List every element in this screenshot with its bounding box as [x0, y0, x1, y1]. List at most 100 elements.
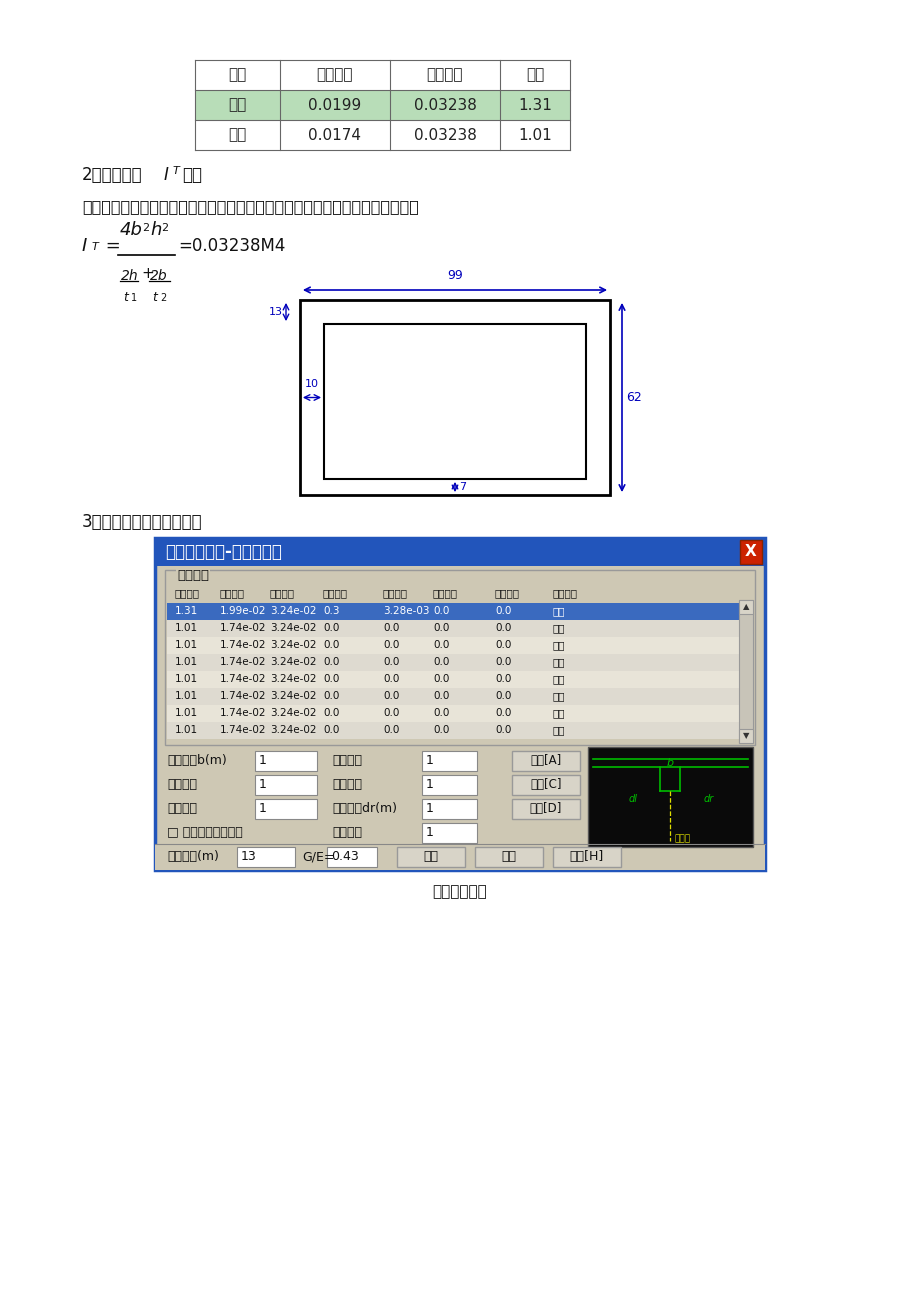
Text: 0.0: 0.0 [382, 691, 399, 702]
Text: 1.01: 1.01 [175, 658, 198, 668]
Text: 较接: 较接 [552, 708, 565, 719]
Bar [422, 751, 476, 771]
Text: 较接: 较接 [552, 658, 565, 668]
Bar [154, 538, 765, 566]
Text: 1.01: 1.01 [175, 691, 198, 702]
Text: 1: 1 [425, 779, 434, 792]
Text: 0.43: 0.43 [331, 850, 358, 863]
Text: 2b: 2b [150, 270, 167, 283]
Text: 0.0: 0.0 [433, 624, 448, 634]
Bar [300, 299, 609, 495]
Text: 0.0199: 0.0199 [308, 98, 361, 112]
Bar [422, 775, 476, 796]
Text: 抗扈惯矩: 抗扈惯矩 [426, 68, 463, 82]
Text: 0.0: 0.0 [494, 658, 511, 668]
Text: 3.24e-02: 3.24e-02 [269, 624, 316, 634]
Text: 1: 1 [425, 827, 434, 840]
Bar [255, 799, 317, 819]
Text: 计算: 计算 [182, 165, 202, 184]
Text: 较接: 较接 [552, 691, 565, 702]
Text: X: X [744, 544, 756, 560]
Text: 1: 1 [259, 754, 267, 767]
Text: 1: 1 [259, 802, 267, 815]
Text: 3.24e-02: 3.24e-02 [269, 691, 316, 702]
Text: b: b [666, 758, 674, 768]
Text: 99: 99 [447, 270, 462, 283]
Text: t: t [152, 292, 157, 303]
Text: 左板长度: 左板长度 [332, 754, 361, 767]
Text: 抗扈惯矩: 抗扈惯矩 [167, 802, 197, 815]
Text: 抗弯惯矩: 抗弯惯矩 [220, 589, 244, 598]
Text: 1.01: 1.01 [175, 708, 198, 719]
Text: h: h [150, 221, 161, 240]
Text: 3.24e-02: 3.24e-02 [269, 641, 316, 651]
Text: 主梁宽度b(m): 主梁宽度b(m) [167, 754, 226, 767]
Text: 1.01: 1.01 [175, 725, 198, 736]
Text: 1.74e-02: 1.74e-02 [220, 624, 267, 634]
Bar [512, 799, 579, 819]
Bar [167, 671, 738, 687]
Bar [167, 637, 738, 654]
Text: 4b: 4b [119, 221, 142, 240]
Text: 0.0: 0.0 [323, 674, 339, 685]
Text: 0.0: 0.0 [323, 658, 339, 668]
Text: 1: 1 [425, 754, 434, 767]
Text: 0.0: 0.0 [382, 641, 399, 651]
Text: 3.24e-02: 3.24e-02 [269, 674, 316, 685]
Text: 0.0: 0.0 [494, 607, 511, 617]
Text: 1.99e-02: 1.99e-02 [220, 607, 267, 617]
Text: 0.3: 0.3 [323, 607, 339, 617]
Text: 左板惯矩: 左板惯矩 [382, 589, 407, 598]
Text: G/E=: G/E= [301, 850, 335, 863]
Bar [195, 90, 570, 120]
Text: 0.0174: 0.0174 [308, 128, 361, 142]
Text: 7: 7 [459, 482, 466, 492]
Text: 0.0: 0.0 [494, 725, 511, 736]
Text: 删除[D]: 删除[D] [529, 802, 562, 815]
Text: 0.0: 0.0 [323, 725, 339, 736]
Text: 0.0: 0.0 [382, 624, 399, 634]
Text: 3.24e-02: 3.24e-02 [269, 725, 316, 736]
Bar [397, 848, 464, 867]
Text: 0.0: 0.0 [433, 691, 448, 702]
Text: 0.0: 0.0 [433, 658, 448, 668]
Text: 取消: 取消 [501, 850, 516, 863]
Text: 0.0: 0.0 [323, 691, 339, 702]
Text: 抗扈惯矩: 抗扈惯矩 [269, 589, 295, 598]
Text: 较接: 较接 [552, 607, 565, 617]
Text: =0.03238M4: =0.03238M4 [177, 237, 285, 255]
Text: 1.01: 1.01 [175, 624, 198, 634]
Text: 抗弯惯矩: 抗弯惯矩 [316, 68, 353, 82]
Text: 主梁跨度(m): 主梁跨度(m) [167, 850, 219, 863]
Bar [165, 570, 754, 745]
Text: 0.03238: 0.03238 [414, 98, 476, 112]
Text: 62: 62 [625, 391, 641, 404]
Text: 2: 2 [161, 223, 168, 233]
Text: 13: 13 [268, 307, 283, 316]
Text: 0.0: 0.0 [323, 708, 339, 719]
Text: 0.0: 0.0 [323, 641, 339, 651]
Text: 3.28e-03: 3.28e-03 [382, 607, 429, 617]
Text: 帮助[H]: 帮助[H] [569, 850, 604, 863]
Text: 左板长度: 左板长度 [323, 589, 347, 598]
Bar [422, 799, 476, 819]
Bar [738, 600, 752, 615]
Text: 1.31: 1.31 [517, 98, 551, 112]
Text: 0.0: 0.0 [494, 708, 511, 719]
Text: dr: dr [702, 794, 713, 805]
Text: 右板惯矩: 右板惯矩 [494, 589, 519, 598]
Bar [326, 848, 377, 867]
Text: 13: 13 [241, 850, 256, 863]
Text: 梁位线: 梁位线 [674, 835, 690, 842]
Text: 0.0: 0.0 [323, 624, 339, 634]
Text: ▼: ▼ [742, 732, 748, 741]
Bar [738, 729, 752, 743]
Text: 较接: 较接 [552, 641, 565, 651]
Text: 边梁: 边梁 [228, 98, 246, 112]
Text: 0.0: 0.0 [433, 641, 448, 651]
Text: 2: 2 [160, 293, 166, 303]
Text: 0.0: 0.0 [382, 725, 399, 736]
Bar [167, 620, 738, 637]
Text: 0.0: 0.0 [433, 708, 448, 719]
Text: 1: 1 [425, 802, 434, 815]
